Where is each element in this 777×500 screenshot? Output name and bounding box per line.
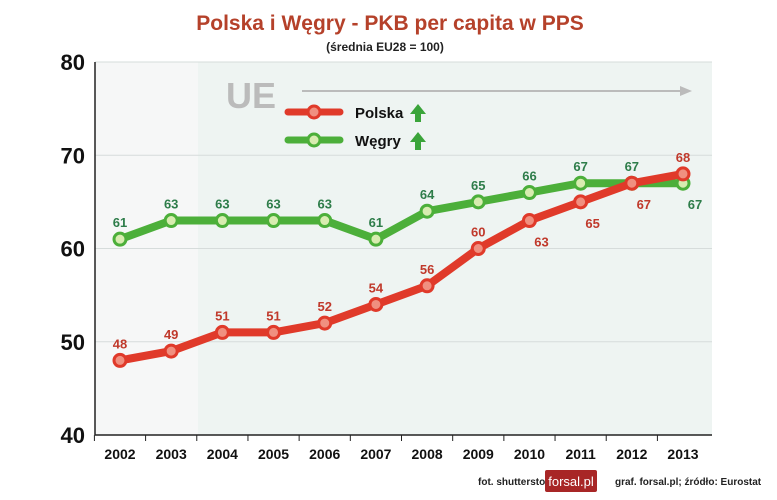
data-label: 65 xyxy=(585,216,599,231)
data-label: 63 xyxy=(215,197,229,212)
data-label: 52 xyxy=(317,299,331,314)
data-label: 51 xyxy=(266,308,280,323)
legend-marker-polska xyxy=(306,104,322,120)
data-label: 61 xyxy=(369,215,383,230)
data-point xyxy=(112,231,128,247)
data-label: 67 xyxy=(625,159,639,174)
x-tick-label: 2006 xyxy=(309,446,340,462)
arrow-up-icon xyxy=(410,132,426,150)
series-line-polska xyxy=(119,169,684,365)
data-label: 56 xyxy=(420,262,434,277)
data-point xyxy=(266,213,282,229)
arrow-up-icon xyxy=(410,104,426,122)
data-point xyxy=(163,343,179,359)
x-tick-label: 2004 xyxy=(207,446,238,462)
legend-marker-wegry xyxy=(306,132,322,148)
photo-credit: fot. shutterstock xyxy=(478,477,557,488)
data-label: 49 xyxy=(164,327,178,342)
data-point xyxy=(419,278,435,294)
data-point xyxy=(266,324,282,340)
data-label: 66 xyxy=(522,169,536,184)
watermark-ue: UE xyxy=(226,75,276,116)
data-point xyxy=(214,324,230,340)
y-tick-label: 60 xyxy=(61,237,85,262)
legend: Polska Węgry xyxy=(284,104,426,150)
data-label: 51 xyxy=(215,308,229,323)
x-tick-label: 2011 xyxy=(565,446,596,462)
legend-label-wegry: Węgry xyxy=(355,133,402,150)
data-label: 63 xyxy=(534,235,548,250)
data-label: 63 xyxy=(164,197,178,212)
data-point xyxy=(214,213,230,229)
x-tick-label: 2002 xyxy=(104,446,135,462)
chart-subtitle: (średnia EU28 = 100) xyxy=(326,40,444,54)
x-tick-label: 2010 xyxy=(514,446,545,462)
data-point xyxy=(419,203,435,219)
data-point xyxy=(470,241,486,256)
legend-label-polska: Polska xyxy=(355,105,404,122)
data-label: 63 xyxy=(266,197,280,212)
data-point xyxy=(624,175,640,191)
data-label: 54 xyxy=(369,280,384,295)
x-tick-label: 2007 xyxy=(360,446,391,462)
data-label: 67 xyxy=(637,197,651,212)
data-label: 68 xyxy=(676,150,690,165)
data-label: 63 xyxy=(317,197,331,212)
data-point xyxy=(317,213,333,229)
x-tick-label: 2005 xyxy=(258,446,289,462)
data-point xyxy=(112,352,128,368)
y-tick-label: 70 xyxy=(61,143,85,168)
y-tick-label: 40 xyxy=(61,423,85,448)
y-tick-label: 50 xyxy=(61,330,85,355)
data-point xyxy=(470,194,486,210)
data-point xyxy=(573,175,589,191)
y-tick-label: 80 xyxy=(61,50,85,75)
data-point xyxy=(675,166,691,182)
series-line-węgry xyxy=(118,179,683,244)
data-point xyxy=(317,315,333,331)
x-tick-label: 2008 xyxy=(412,446,443,462)
data-label: 48 xyxy=(113,336,127,351)
data-point xyxy=(368,296,384,312)
forsal-logo-text: forsal.pl xyxy=(548,474,594,489)
data-label: 60 xyxy=(471,225,485,240)
data-point xyxy=(368,231,384,247)
data-point xyxy=(163,213,179,229)
source-credit: graf. forsal.pl; źródło: Eurostat xyxy=(615,477,762,488)
data-label: 67 xyxy=(573,159,587,174)
data-point xyxy=(521,185,537,201)
data-label: 61 xyxy=(113,215,127,230)
chart-title: Polska i Węgry - PKB per capita w PPS xyxy=(196,12,583,35)
data-point xyxy=(573,194,589,210)
x-tick-label: 2013 xyxy=(667,446,698,462)
x-tick-label: 2003 xyxy=(156,446,187,462)
data-label: 67 xyxy=(688,197,702,212)
data-label: 65 xyxy=(471,178,485,193)
forsal-logo xyxy=(545,470,597,492)
x-tick-label: 2012 xyxy=(616,446,647,462)
data-label: 64 xyxy=(420,187,435,202)
data-point xyxy=(521,213,537,229)
arrow-head-icon xyxy=(680,86,692,96)
x-tick-label: 2009 xyxy=(463,446,494,462)
